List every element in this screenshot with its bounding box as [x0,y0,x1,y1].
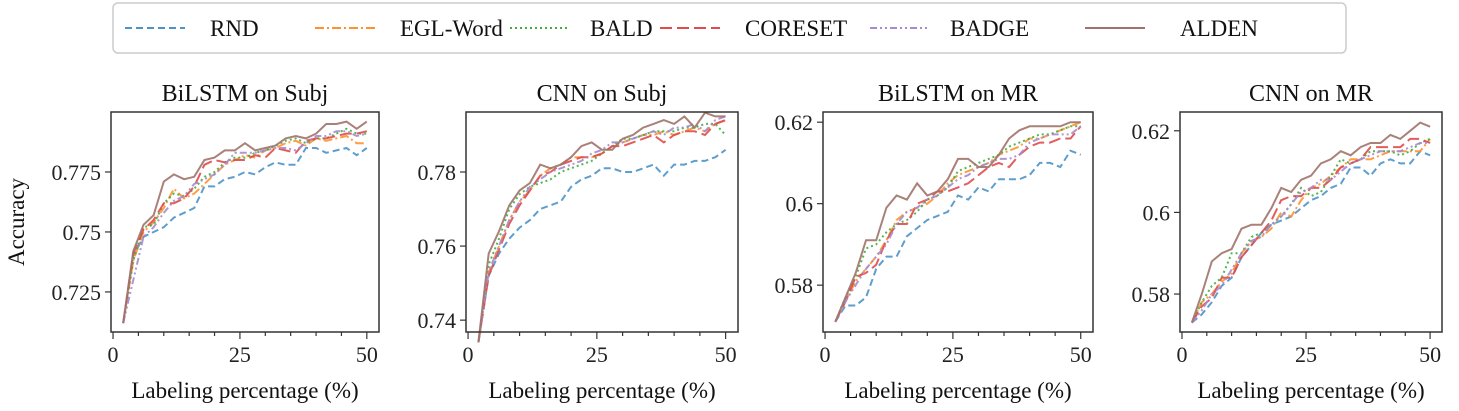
plot-frame [1179,111,1443,333]
series-line-alden [477,111,726,343]
y-tick-label: 0.62 [1132,119,1171,144]
series-line-alden [1190,121,1431,323]
y-tick-label: 0.6 [1143,200,1171,225]
x-tick-label: 50 [1070,342,1092,367]
y-tick-label: 0.725 [52,280,102,305]
series-line-coreset [834,125,1082,323]
series-line-bald [834,125,1081,323]
x-tick-label: 25 [586,342,608,367]
legend-item-badge: BADGE [870,16,1029,41]
panels: BiLSTM on Subj 0 25 50 0.725 0.75 0.775 Labelin… [4,81,1443,403]
legend-item-egl-word: EGL-Word [315,16,503,41]
panel-cnn-on-mr: CNN on MR 0 25 50 0.58 0.6 0.62 Labeling percen… [1132,81,1443,403]
series-line-alden [834,121,1081,323]
legend-label: CORESET [745,16,847,41]
y-tick-label: 0.775 [52,160,102,185]
panel-bilstm-on-mr: BiLSTM on MR 0 25 50 0.58 0.6 0.62 Labeling per… [775,81,1094,403]
plot-frame [822,111,1094,333]
series-line-badge [1191,142,1431,324]
series-line-rnd [122,146,368,324]
legend-label: RND [210,16,259,41]
series-line-rnd [477,148,727,343]
legend-item-alden: ALDEN [1085,16,1258,41]
series-line-coreset [122,130,368,324]
x-tick-label: 0 [820,342,831,367]
y-tick-label: 0.74 [418,308,457,333]
legend-label: EGL-Word [400,16,503,41]
panel-bilstm-on-subj: BiLSTM on Subj 0 25 50 0.725 0.75 0.775 Labelin… [4,81,380,403]
y-tick-label: 0.62 [775,110,814,135]
panel-title: CNN on Subj [537,81,668,107]
legend-label: ALDEN [1180,16,1258,41]
series-line-coreset [477,119,726,343]
x-axis-label: Labeling percentage (%) [844,378,1071,403]
series-line-badge [122,130,368,324]
legend-item-bald: BALD [510,16,653,41]
legend: RND EGL-Word BALD CORESET BADGE ALDEN [112,2,1347,54]
panel-title: BiLSTM on MR [878,81,1038,107]
x-tick-label: 25 [942,342,964,367]
y-tick-label: 0.75 [63,220,102,245]
series-line-alden [122,120,368,324]
legend-label: BADGE [950,16,1029,41]
x-axis-label: Labeling percentage (%) [1197,378,1424,403]
series-line-rnd [1191,149,1431,324]
series-line-egl-word [122,134,367,324]
y-tick-label: 0.76 [418,234,457,259]
series-line-bald [477,122,727,343]
plot-frame [110,111,380,333]
y-tick-label: 0.58 [1132,282,1171,307]
series-line-egl-word [834,121,1082,323]
panel-cnn-on-subj: CNN on Subj 0 25 50 0.74 0.76 0.78 Labeling per… [418,81,739,403]
series-line-egl-word [1191,138,1431,324]
series-line-badge [834,125,1082,323]
legend-item-coreset: CORESET [660,16,847,41]
panel-title: CNN on MR [1249,81,1373,107]
series-line-bald [122,127,367,324]
legend-item-rnd: RND [125,16,259,41]
x-axis-label: Labeling percentage (%) [131,378,358,403]
x-tick-label: 50 [356,342,378,367]
x-tick-label: 25 [1295,342,1317,367]
x-tick-label: 25 [229,342,251,367]
y-tick-label: 0.6 [786,192,814,217]
y-axis-label: Accuracy [4,177,29,266]
x-tick-label: 50 [715,342,737,367]
y-tick-label: 0.58 [775,273,814,298]
x-axis-label: Labeling percentage (%) [488,378,715,403]
x-tick-label: 0 [463,342,474,367]
panel-title: BiLSTM on Subj [162,81,329,107]
series-line-rnd [834,149,1082,323]
legend-box [112,2,1347,54]
series-line-coreset [1191,137,1431,324]
plot-frame [465,111,739,333]
series-line-bald [1191,137,1431,324]
series-line-egl-word [477,119,726,343]
legend-label: BALD [590,16,653,41]
x-tick-label: 0 [1176,342,1187,367]
y-tick-label: 0.78 [418,160,457,185]
x-tick-label: 0 [108,342,119,367]
x-tick-label: 50 [1419,342,1441,367]
